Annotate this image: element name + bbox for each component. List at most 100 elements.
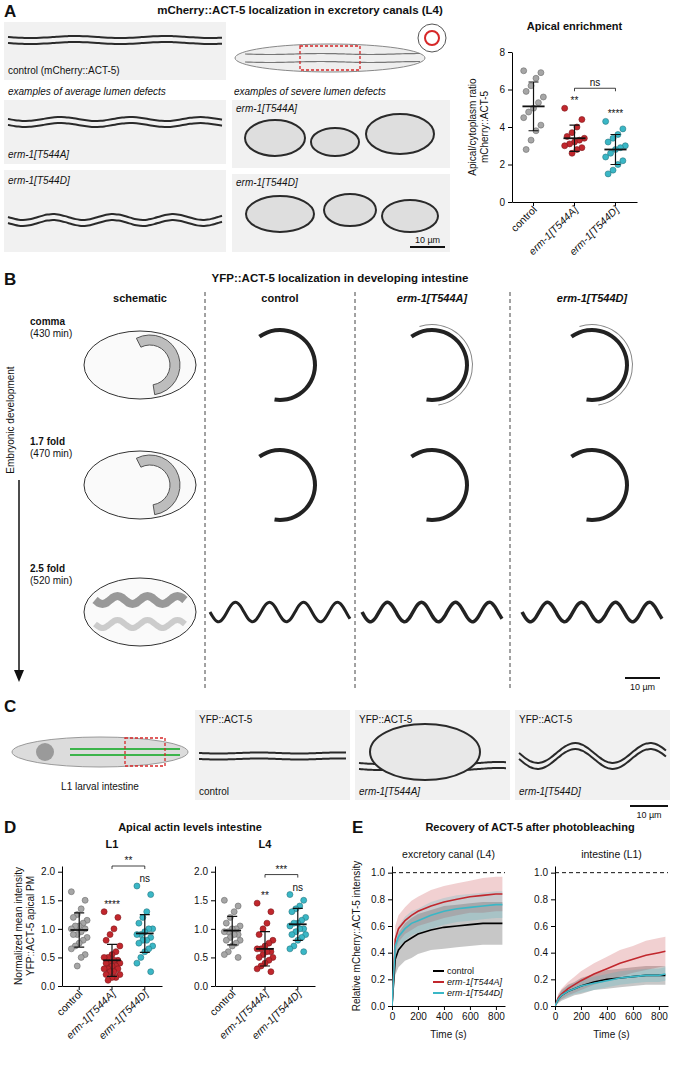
data-point (78, 954, 84, 960)
x-axis: 0200400600800 (553, 1006, 669, 1022)
tick-mark (211, 957, 215, 958)
data-point (521, 68, 527, 74)
divider (355, 292, 356, 690)
data-point (289, 909, 295, 915)
legend-label: erm-1[T544D] (447, 988, 503, 998)
mean-line (563, 137, 585, 139)
stage-label: 1.7 fold (30, 436, 65, 447)
data-point (105, 977, 111, 983)
image-frame (4, 22, 226, 80)
plot-area (68, 883, 155, 983)
tick-label: 1.0 (41, 924, 55, 935)
actin-signal (519, 749, 666, 769)
data-point (117, 943, 123, 949)
label: erm-1[T544A] (8, 149, 69, 160)
image-frame (232, 174, 450, 252)
data-point (528, 137, 534, 143)
tick: 0.2 (534, 974, 555, 985)
tick: 1.0 (41, 924, 62, 935)
tick-label: 0.0 (371, 1001, 385, 1012)
actin-signal (579, 324, 633, 405)
legend-swatch (433, 992, 444, 994)
legend-label: control (447, 966, 474, 976)
stage-time: (470 min) (30, 448, 72, 459)
tick-mark (58, 900, 62, 901)
tick-mark (508, 127, 512, 128)
tick: 0.0 (371, 1001, 392, 1012)
tick: 0.6 (534, 921, 555, 932)
panel-label: D (4, 818, 16, 837)
data-point (68, 889, 74, 895)
panel-label: E (352, 818, 363, 837)
channel-label: YFP::ACT-5 (199, 714, 253, 725)
x-axis: controlerm-1[T544A]erm-1[T544D] (54, 986, 163, 1041)
channel-label: YFP::ACT-5 (519, 714, 573, 725)
significance-label: ns (590, 77, 601, 88)
y-axis: 0.00.20.40.60.81.0 (534, 867, 555, 1012)
time-arrowhead (14, 670, 24, 682)
data-point (535, 100, 541, 106)
tick: 0.0 (41, 981, 62, 992)
plot-area (221, 892, 308, 975)
tick: 1.0 (194, 924, 215, 935)
data-point (538, 70, 544, 76)
tick: 2.0 (41, 866, 62, 877)
actin-signal (519, 743, 666, 763)
data-point (138, 954, 144, 960)
tick: 600 (625, 1006, 642, 1022)
legend-label: erm-1[T544A] (447, 977, 503, 987)
tick-mark (607, 1006, 608, 1010)
significance-label: *** (276, 864, 288, 875)
actin-signal (410, 328, 469, 402)
column-header: schematic (113, 292, 167, 304)
mean-line (103, 959, 121, 961)
actin-signal (410, 448, 469, 522)
tick-mark (58, 929, 62, 930)
lumen-cyst (246, 196, 314, 232)
zoom-box (125, 738, 165, 766)
significance-label: **** (608, 108, 624, 119)
actin-signal (570, 448, 629, 522)
tick-mark (211, 929, 215, 930)
data-point (287, 946, 293, 952)
tick-label: 400 (599, 1011, 616, 1022)
tick: 0.8 (534, 894, 555, 905)
tick-mark (388, 899, 392, 900)
tick-label: erm-1[T544D] (249, 986, 304, 1041)
column-header: erm-1[T544D] (557, 292, 628, 304)
data-point (562, 105, 568, 111)
tick-label: 1.0 (194, 924, 208, 935)
tick-mark (581, 1006, 582, 1010)
tick-label: 800 (488, 1011, 505, 1022)
lumen-cyst (366, 114, 434, 154)
actin-signal (258, 448, 317, 522)
data-point (235, 954, 241, 960)
tick: 0 (390, 1006, 396, 1022)
actin-signal (245, 61, 420, 63)
data-point (260, 926, 266, 932)
tick-label: erm-1[T544D] (567, 202, 622, 257)
lumen-cyst (311, 128, 359, 156)
channel-label: YFP::ACT-5 (359, 714, 413, 725)
series-line (392, 923, 502, 1006)
tick: 0.0 (194, 981, 215, 992)
axis-line (512, 53, 513, 203)
mean-line (136, 933, 154, 935)
y-axis: 0.00.51.01.52.0 (41, 866, 62, 991)
label: control (199, 786, 229, 797)
dot-chart: 0.00.51.01.52.0controlerm-1[T544A]erm-1[… (194, 838, 315, 1041)
label: erm-1[T544D] (8, 175, 70, 186)
label: examples of average lumen defects (8, 86, 166, 97)
data-point (264, 920, 270, 926)
tick-label: 0.8 (534, 894, 548, 905)
data-point (223, 920, 229, 926)
actin-signal (95, 620, 185, 628)
tick-label: control (207, 987, 238, 1018)
tick-label: 0.5 (194, 952, 208, 963)
tick-mark (388, 873, 392, 874)
significance-bracket (575, 88, 616, 91)
tick-label: 0.2 (534, 974, 548, 985)
actin-signal (210, 602, 350, 621)
plot-area (521, 68, 629, 177)
tick-mark (392, 1006, 393, 1010)
